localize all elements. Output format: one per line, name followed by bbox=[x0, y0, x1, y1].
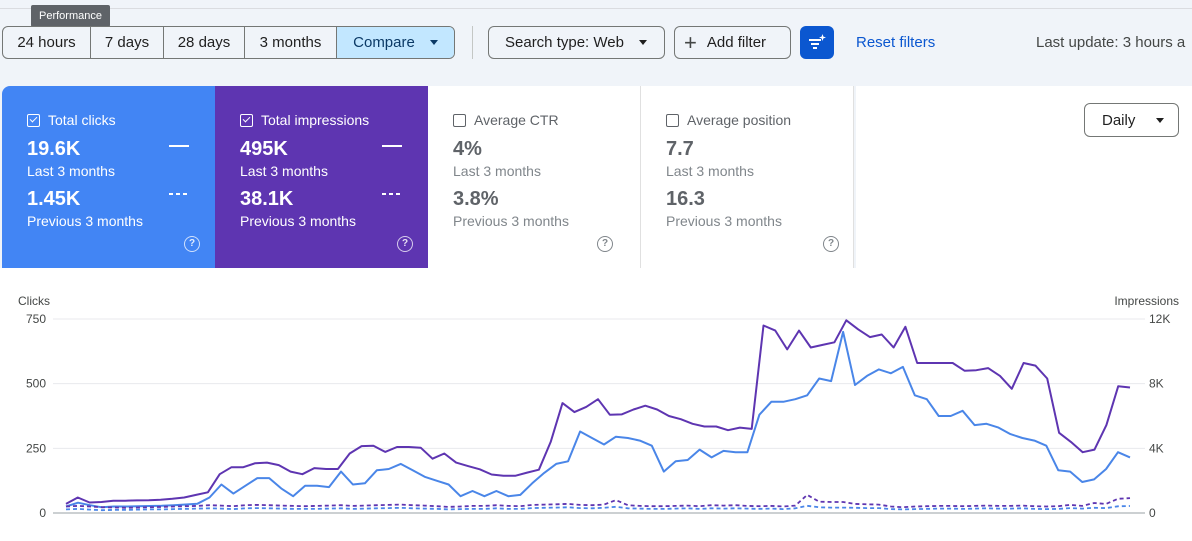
metric-current-value: 495K bbox=[240, 138, 288, 160]
help-icon[interactable]: ? bbox=[823, 236, 839, 252]
checkbox-checked-icon[interactable] bbox=[27, 113, 40, 127]
metric-previous-value: 16.3 bbox=[666, 188, 705, 210]
left-tick-label: 500 bbox=[26, 377, 46, 391]
help-icon[interactable]: ? bbox=[184, 236, 200, 252]
dashed-line-legend-icon bbox=[382, 193, 402, 195]
right-tick-label: 12K bbox=[1149, 312, 1170, 326]
clicks-current-series-line bbox=[65, 330, 1131, 509]
top-divider bbox=[0, 8, 1192, 9]
dashed-line-legend-icon bbox=[169, 193, 189, 195]
metric-cards: Total clicks 19.6K Last 3 months 1.45K P… bbox=[2, 86, 854, 268]
left-axis-label: Clicks bbox=[18, 294, 50, 308]
metric-previous-label: Previous 3 months bbox=[240, 213, 356, 229]
metric-previous-label: Previous 3 months bbox=[453, 213, 569, 229]
date-range-segmented: 24 hours 7 days 28 days 3 months Compare bbox=[2, 26, 455, 59]
help-icon[interactable]: ? bbox=[397, 236, 413, 252]
caret-down-icon bbox=[1156, 117, 1165, 123]
filter-toolbar: 24 hours 7 days 28 days 3 months Compare… bbox=[0, 26, 1192, 60]
right-axis-label: Impressions bbox=[1114, 294, 1179, 308]
right-tick-label: 4K bbox=[1149, 441, 1164, 455]
metric-current-value: 19.6K bbox=[27, 138, 81, 160]
toolbar-divider bbox=[472, 26, 473, 59]
range-28-days-button[interactable]: 28 days bbox=[164, 27, 245, 58]
performance-line-chart: Clicks Impressions 0 0 250 4K 500 8K 750 12K bbox=[18, 294, 1179, 520]
metric-current-label: Last 3 months bbox=[240, 163, 328, 179]
left-tick-label: 250 bbox=[26, 441, 46, 455]
impressions-current-series-line bbox=[65, 319, 1131, 505]
metric-card-average-position[interactable]: Average position 7.7 Last 3 months 16.3 … bbox=[641, 86, 854, 268]
add-filter-label: Add filter bbox=[706, 34, 767, 51]
left-tick-label: 0 bbox=[39, 506, 46, 520]
reset-filters-link[interactable]: Reset filters bbox=[856, 34, 936, 51]
performance-tooltip: Performance bbox=[31, 5, 110, 27]
metric-previous-value: 38.1K bbox=[240, 188, 294, 210]
metric-current-value: 4% bbox=[453, 138, 482, 160]
help-icon[interactable]: ? bbox=[597, 236, 613, 252]
solid-line-legend-icon bbox=[169, 145, 189, 147]
metric-previous-label: Previous 3 months bbox=[666, 213, 782, 229]
filter-suggestions-button[interactable] bbox=[800, 26, 834, 59]
checkbox-unchecked-icon[interactable] bbox=[666, 113, 679, 127]
range-7-days-button[interactable]: 7 days bbox=[91, 27, 164, 58]
metric-card-average-ctr[interactable]: Average CTR 4% Last 3 months 3.8% Previo… bbox=[428, 86, 641, 268]
checkbox-unchecked-icon[interactable] bbox=[453, 113, 466, 127]
metric-previous-label: Previous 3 months bbox=[27, 213, 143, 229]
metric-current-value: 7.7 bbox=[666, 138, 694, 160]
metric-previous-value: 3.8% bbox=[453, 188, 499, 210]
last-update-text: Last update: 3 hours a bbox=[1036, 34, 1186, 51]
caret-down-icon bbox=[638, 40, 647, 45]
metric-previous-value: 1.45K bbox=[27, 188, 81, 210]
checkbox-checked-icon[interactable] bbox=[240, 113, 253, 127]
range-3-months-button[interactable]: 3 months bbox=[245, 27, 337, 58]
range-24-hours-button[interactable]: 24 hours bbox=[3, 27, 91, 58]
metric-label: Average position bbox=[687, 112, 792, 128]
metric-current-label: Last 3 months bbox=[453, 163, 541, 179]
granularity-label: Daily bbox=[1102, 111, 1136, 129]
granularity-dropdown[interactable]: Daily bbox=[1084, 103, 1179, 137]
metric-current-label: Last 3 months bbox=[666, 163, 754, 179]
filter-sparkle-icon bbox=[809, 33, 826, 49]
right-tick-label: 8K bbox=[1149, 377, 1164, 391]
add-filter-button[interactable]: + Add filter bbox=[674, 26, 791, 59]
solid-line-legend-icon bbox=[382, 145, 402, 147]
clicks-previous-series-line bbox=[65, 504, 1131, 512]
metric-label: Total clicks bbox=[48, 112, 116, 128]
search-type-label: Search type: Web bbox=[505, 34, 624, 51]
caret-down-icon bbox=[429, 40, 438, 45]
metric-current-label: Last 3 months bbox=[27, 163, 115, 179]
right-tick-label: 0 bbox=[1149, 506, 1156, 520]
impressions-previous-series-line bbox=[65, 493, 1131, 509]
metric-label: Total impressions bbox=[261, 112, 370, 128]
metric-label: Average CTR bbox=[474, 112, 559, 128]
plus-icon: + bbox=[684, 29, 697, 55]
chart-area bbox=[0, 268, 1192, 541]
compare-dropdown[interactable]: Compare bbox=[337, 27, 454, 58]
search-type-dropdown[interactable]: Search type: Web bbox=[488, 26, 665, 59]
metric-card-total-clicks[interactable]: Total clicks 19.6K Last 3 months 1.45K P… bbox=[2, 86, 215, 268]
metric-card-total-impressions[interactable]: Total impressions 495K Last 3 months 38.… bbox=[215, 86, 428, 268]
left-tick-label: 750 bbox=[26, 312, 46, 326]
compare-label: Compare bbox=[353, 34, 415, 51]
